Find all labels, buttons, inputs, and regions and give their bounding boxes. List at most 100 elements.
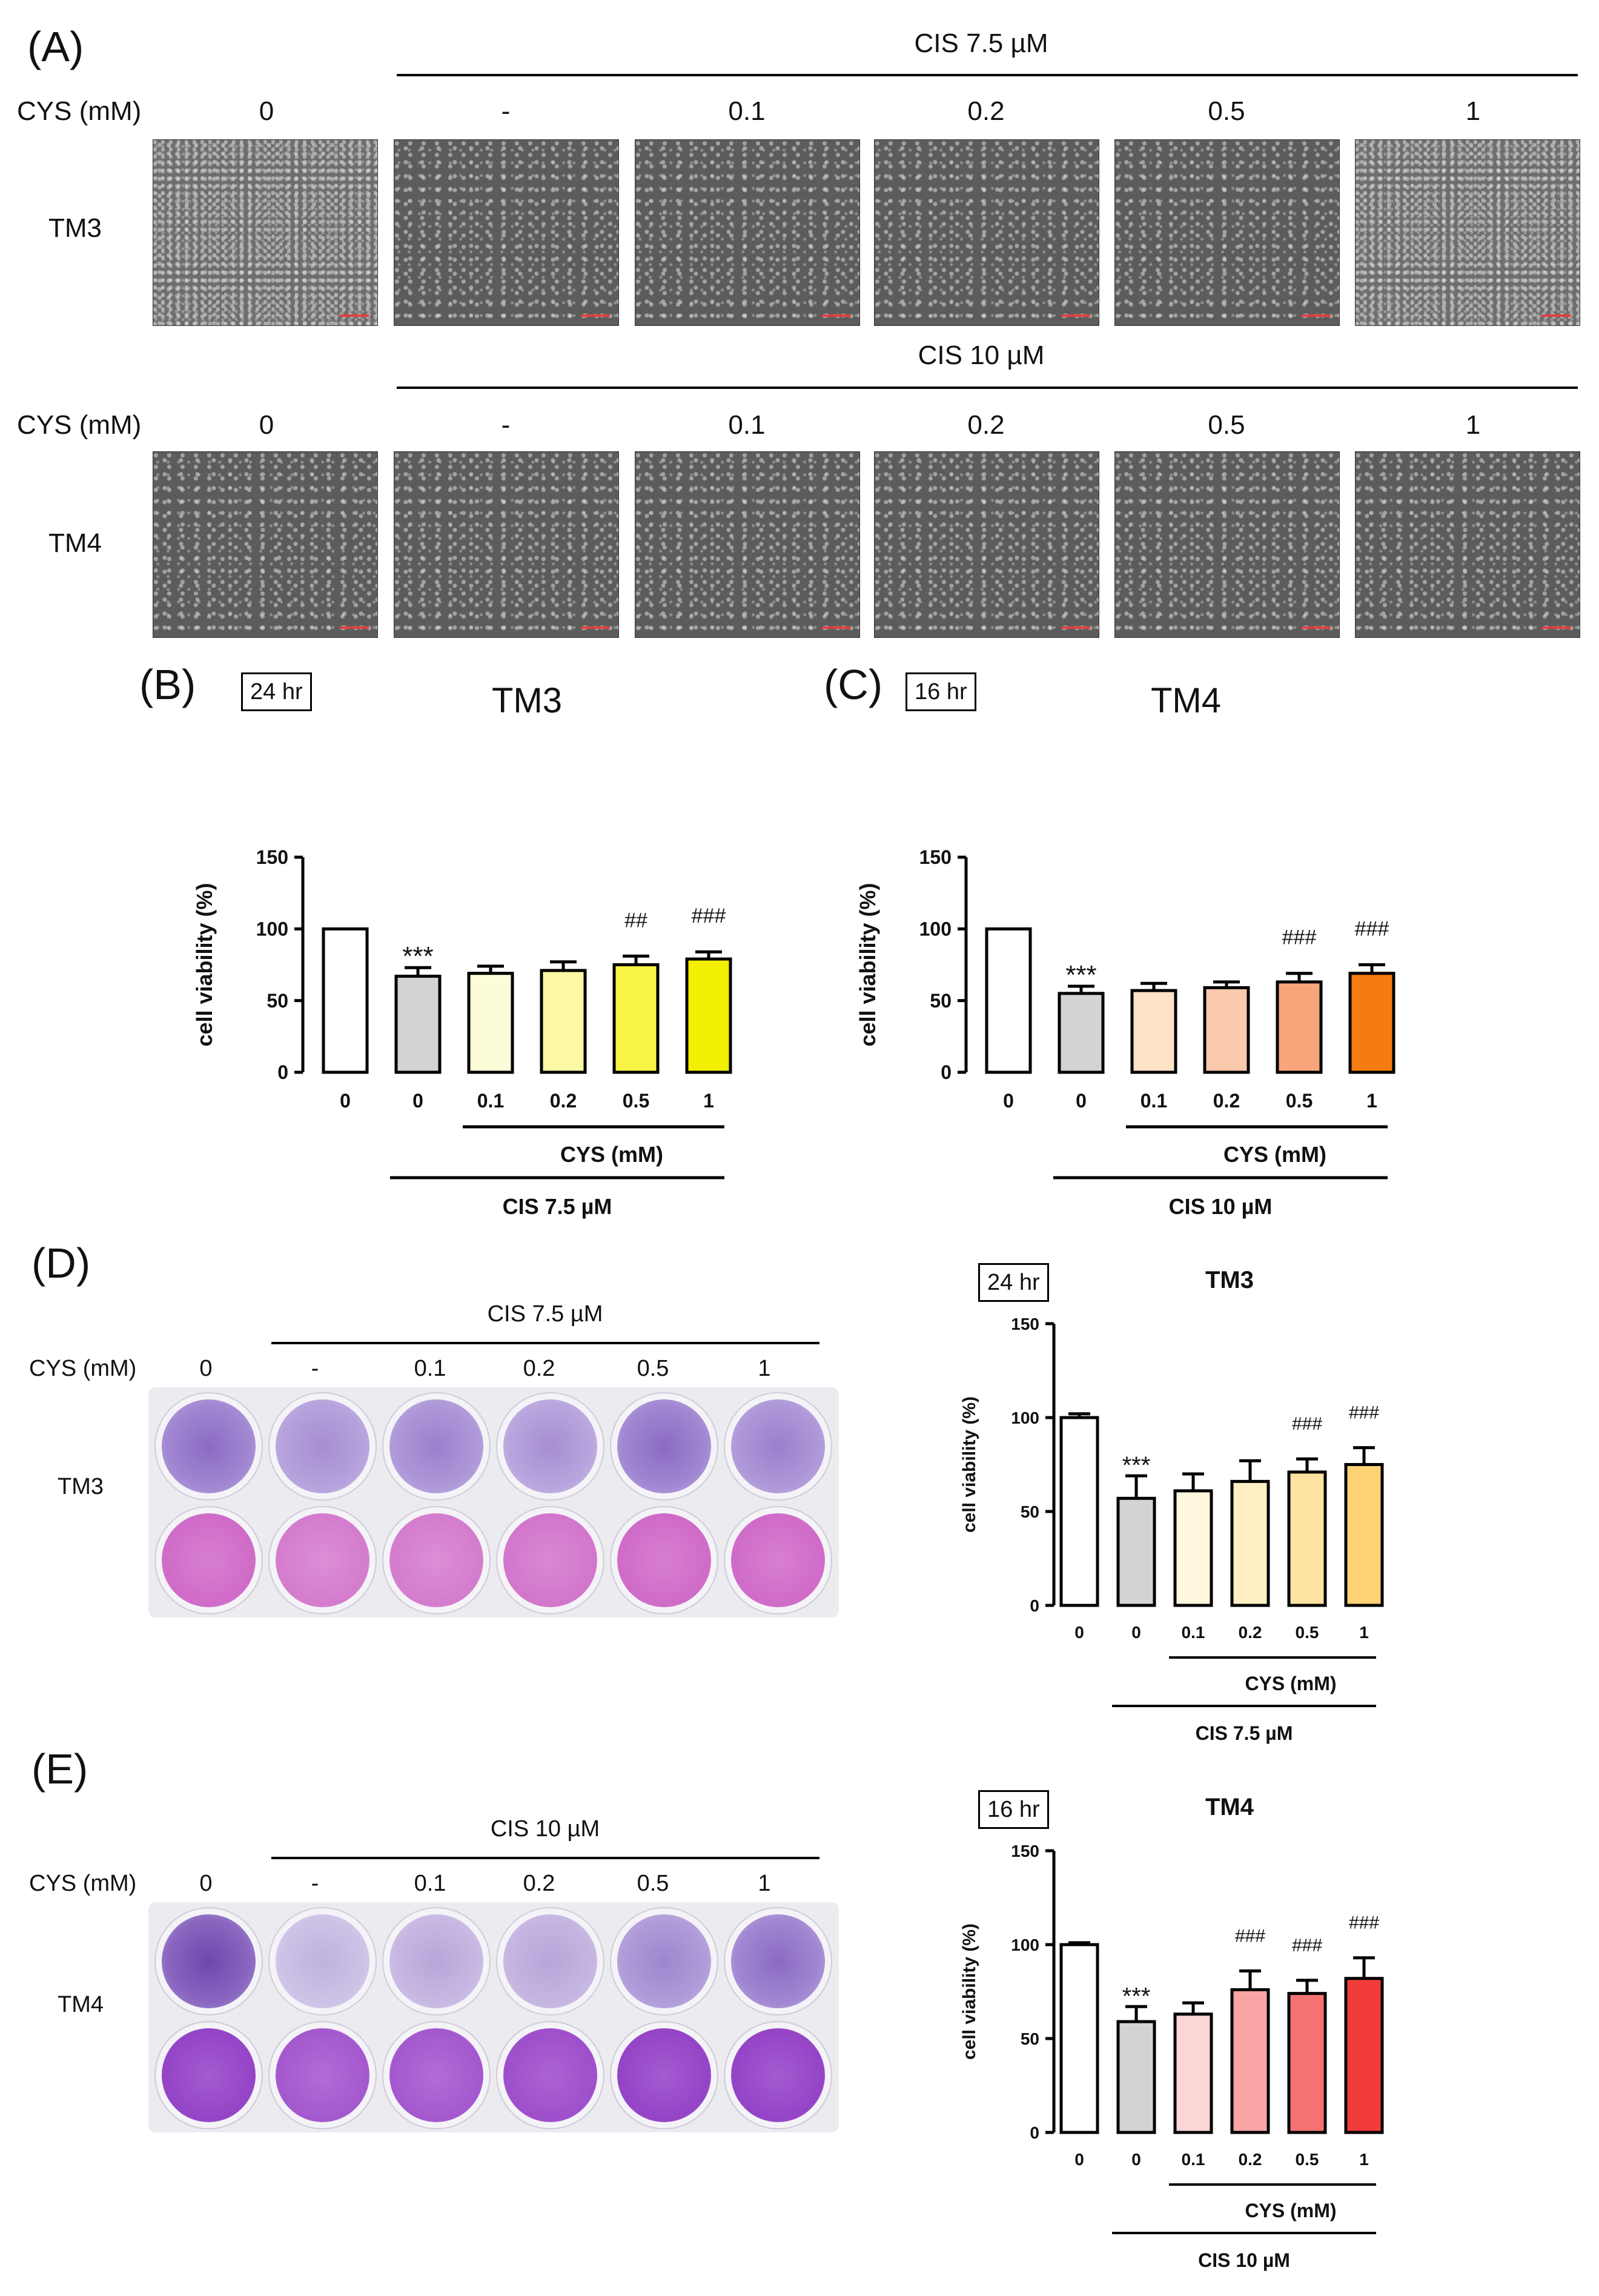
stained-well	[611, 1393, 717, 1499]
y-tick-label: 100	[256, 918, 288, 940]
cys-group-label: CYS (mM)	[560, 1142, 663, 1167]
y-axis-title: cell viability (%)	[959, 1396, 979, 1533]
dose-label: 1	[758, 1871, 771, 1896]
y-axis-title: cell viability (%)	[855, 883, 880, 1046]
cis-group-label: CIS 7.5 µM	[503, 1194, 612, 1219]
cell-line-label-tm4: TM4	[48, 528, 102, 558]
x-tick-label: 0.1	[1140, 1090, 1167, 1112]
bar	[1173, 2012, 1213, 2134]
bar	[1344, 1463, 1384, 1607]
micrograph-tm3-cys-1	[1355, 139, 1580, 326]
x-tick-label: 0.2	[1239, 2150, 1262, 2169]
cys-label-row2: CYS (mM)	[17, 410, 142, 440]
y-tick-label: 150	[1011, 1315, 1039, 1333]
bar	[1116, 2020, 1156, 2134]
cell-line-label-d: TM3	[58, 1474, 104, 1499]
cis-bracket-tm4	[397, 387, 1578, 389]
stained-well	[270, 1393, 376, 1499]
micrograph-tm3-cis	[394, 139, 619, 326]
dose-label: 0.5	[637, 1356, 669, 1381]
y-tick-label: 100	[1011, 1408, 1039, 1427]
x-tick-label: 0.2	[550, 1090, 577, 1112]
significance-mark: ###	[1349, 1403, 1379, 1423]
cis-label-e: CIS 10 µM	[490, 1816, 600, 1842]
micrograph-tm4-cys-0.2	[874, 451, 1099, 638]
y-tick-label: 50	[266, 990, 288, 1012]
y-tick-label: 0	[1030, 2123, 1039, 2142]
bar	[1173, 1489, 1213, 1607]
x-tick-label: 0.1	[1182, 2150, 1205, 2169]
chart-title-d: TM3	[1205, 1267, 1254, 1293]
x-tick-label: 0.2	[1213, 1090, 1240, 1112]
time-tag-b: 24 hr	[241, 672, 312, 711]
chart-title-b: TM3	[492, 681, 562, 720]
significance-mark: ***	[1122, 1452, 1151, 1479]
dose-label: 0.1	[414, 1871, 446, 1896]
cis-group-label: CIS 10 µM	[1198, 2249, 1290, 2271]
x-tick-label: 0.5	[623, 1090, 649, 1112]
chart-title-e: TM4	[1205, 1794, 1254, 1820]
dose-label: 1	[1465, 96, 1481, 126]
dose-label: 0	[199, 1356, 213, 1381]
x-tick-label: 0	[1131, 2150, 1141, 2169]
crystal-violet-plate-d	[148, 1387, 839, 1617]
cis-group-label: CIS 7.5 µM	[1196, 1722, 1293, 1744]
significance-mark: ###	[1282, 926, 1317, 949]
micrograph-tm4-cys-0.5	[1114, 451, 1340, 638]
crystal-violet-plate-e	[148, 1902, 839, 2132]
dose-label: 0.2	[523, 1356, 555, 1381]
significance-mark: ###	[1355, 918, 1389, 941]
micrograph-tm4-cys-1	[1355, 451, 1580, 638]
stained-well	[497, 1393, 603, 1499]
bar	[467, 972, 514, 1074]
bar	[1230, 1479, 1270, 1607]
time-tag-c: 16 hr	[905, 672, 976, 711]
stained-well	[270, 1908, 376, 2014]
bar	[540, 969, 587, 1074]
dissolved-well	[611, 2022, 717, 2128]
bar-chart-b: 0 50 100 150 cell viability (%) 0 0 *** 0.1 0.2 0.…	[192, 846, 732, 1219]
cis-group-label: CIS 10 µM	[1169, 1194, 1273, 1219]
cys-label-row1: CYS (mM)	[17, 96, 142, 126]
bar-chart-c: 0 50 100 150 cell viability (%) 0 0 *** 0.1 0.2 0.…	[855, 846, 1395, 1219]
y-axis-title: cell viability (%)	[192, 883, 217, 1046]
dissolved-well	[611, 1507, 717, 1613]
dissolved-well	[156, 2022, 262, 2128]
stained-well	[383, 1393, 489, 1499]
y-tick-label: 50	[1021, 2029, 1039, 2048]
dose-label: 0.1	[414, 1356, 446, 1381]
x-tick-label: 1	[1366, 1090, 1377, 1112]
significance-mark: ###	[1349, 1913, 1379, 1933]
significance-mark: ###	[1292, 1936, 1322, 1956]
dose-label: 0.2	[523, 1871, 555, 1896]
significance-mark: ***	[402, 941, 433, 971]
dose-label: 0	[259, 96, 274, 126]
stained-well	[497, 1908, 603, 2014]
cys-group-label: CYS (mM)	[1245, 2200, 1336, 2221]
time-tag-d: 24 hr	[978, 1263, 1049, 1302]
dose-label: -	[501, 96, 511, 126]
bar	[1287, 1470, 1327, 1607]
dose-label: 0.1	[728, 96, 766, 126]
micrograph-tm4-cys-0.1	[635, 451, 860, 638]
bar	[1276, 980, 1323, 1074]
significance-mark: ##	[624, 909, 647, 932]
dose-label: 1	[1465, 410, 1481, 440]
dissolved-well	[270, 1507, 376, 1613]
bar-chart-d: 0 50 100 150 cell viability (%) 0 0 *** 0.1 0.2 0.…	[959, 1315, 1384, 1744]
micrograph-tm3-control	[153, 139, 378, 326]
bar	[1344, 1977, 1384, 2134]
bar	[1059, 1943, 1099, 2134]
dissolved-well	[497, 2022, 603, 2128]
panel-e-label: (E)	[31, 1745, 88, 1793]
stained-well	[725, 1908, 831, 2014]
time-tag-e: 16 hr	[978, 1790, 1049, 1829]
micrograph-tm3-cys-0.2	[874, 139, 1099, 326]
y-tick-label: 150	[919, 846, 952, 868]
cell-line-label-e: TM4	[58, 1992, 104, 2017]
x-tick-label: 0.1	[477, 1090, 504, 1112]
dissolved-well	[383, 2022, 489, 2128]
x-tick-label: 0.5	[1286, 1090, 1313, 1112]
stained-well	[611, 1908, 717, 2014]
panel-c-label: (C)	[824, 661, 883, 708]
